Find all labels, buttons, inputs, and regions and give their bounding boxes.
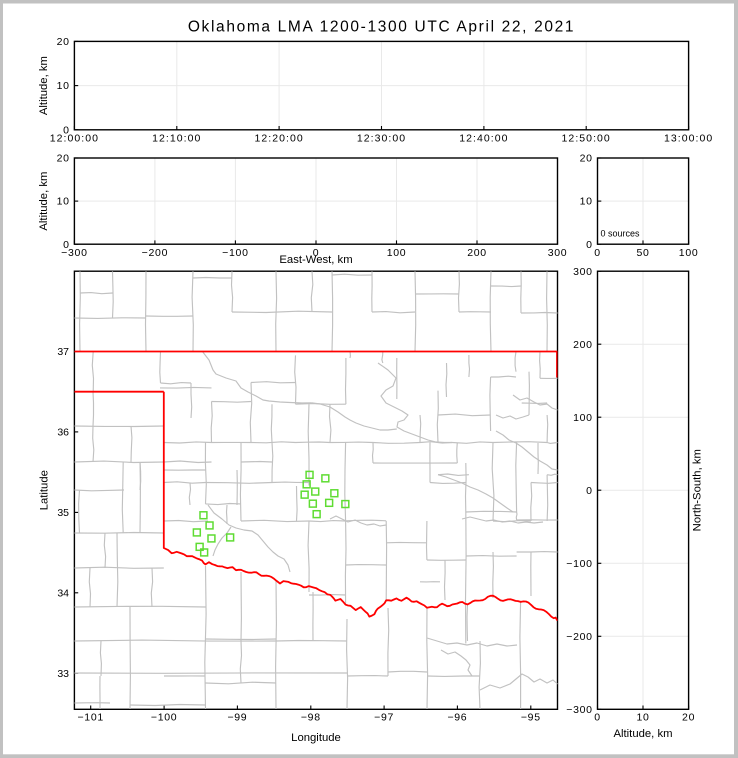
svg-text:20: 20 [57, 153, 70, 165]
svg-text:100: 100 [387, 247, 407, 259]
svg-text:−300: −300 [61, 247, 87, 259]
svg-text:100: 100 [679, 247, 699, 259]
svg-text:0 sources: 0 sources [601, 229, 641, 239]
svg-text:−96: −96 [447, 712, 467, 724]
svg-text:Longitude: Longitude [291, 732, 341, 744]
svg-text:20: 20 [580, 153, 593, 165]
svg-text:200: 200 [467, 247, 487, 259]
svg-text:35: 35 [57, 507, 69, 519]
svg-text:10: 10 [57, 80, 70, 92]
svg-text:13:00:00: 13:00:00 [664, 133, 713, 145]
svg-text:−101: −101 [77, 712, 103, 724]
svg-text:12:40:00: 12:40:00 [459, 133, 508, 145]
svg-text:Altitude, km: Altitude, km [38, 172, 50, 231]
svg-text:10: 10 [580, 196, 593, 208]
svg-text:12:30:00: 12:30:00 [357, 133, 406, 145]
svg-text:−200: −200 [566, 631, 592, 643]
svg-text:0: 0 [313, 247, 320, 259]
svg-text:12:10:00: 12:10:00 [152, 133, 201, 145]
svg-text:300: 300 [548, 247, 568, 259]
svg-text:0: 0 [63, 239, 70, 251]
svg-text:100: 100 [573, 412, 593, 424]
svg-text:0: 0 [594, 247, 601, 259]
svg-text:0: 0 [594, 712, 601, 724]
svg-text:North-South, km: North-South, km [692, 449, 704, 531]
svg-text:−100: −100 [151, 712, 177, 724]
svg-text:Altitude, km: Altitude, km [613, 728, 672, 740]
svg-text:0: 0 [63, 124, 70, 136]
svg-text:12:20:00: 12:20:00 [254, 133, 303, 145]
svg-text:300: 300 [573, 266, 593, 278]
svg-text:12:00:00: 12:00:00 [50, 133, 99, 145]
svg-text:−100: −100 [222, 247, 248, 259]
svg-text:33: 33 [57, 668, 69, 680]
svg-text:0: 0 [586, 239, 593, 251]
svg-text:36: 36 [57, 427, 69, 439]
svg-text:34: 34 [57, 587, 69, 599]
svg-text:12:50:00: 12:50:00 [562, 133, 611, 145]
svg-text:−100: −100 [566, 558, 592, 570]
svg-text:20: 20 [682, 712, 695, 724]
svg-text:37: 37 [57, 346, 69, 358]
svg-text:20: 20 [57, 36, 70, 48]
svg-text:−300: −300 [566, 704, 592, 716]
svg-text:0: 0 [586, 485, 593, 497]
svg-text:−99: −99 [227, 712, 247, 724]
svg-text:10: 10 [57, 196, 70, 208]
svg-text:−98: −98 [301, 712, 321, 724]
svg-text:50: 50 [636, 247, 649, 259]
svg-text:Latitude: Latitude [39, 470, 51, 510]
svg-text:−95: −95 [521, 712, 541, 724]
svg-text:East-West, km: East-West, km [279, 254, 352, 266]
svg-text:Oklahoma LMA 1200-1300 UTC Apr: Oklahoma LMA 1200-1300 UTC April 22, 202… [188, 19, 575, 36]
svg-text:−97: −97 [374, 712, 394, 724]
svg-text:Altitude, km: Altitude, km [38, 56, 50, 115]
svg-text:10: 10 [636, 712, 649, 724]
svg-text:200: 200 [573, 339, 593, 351]
svg-text:−200: −200 [142, 247, 168, 259]
